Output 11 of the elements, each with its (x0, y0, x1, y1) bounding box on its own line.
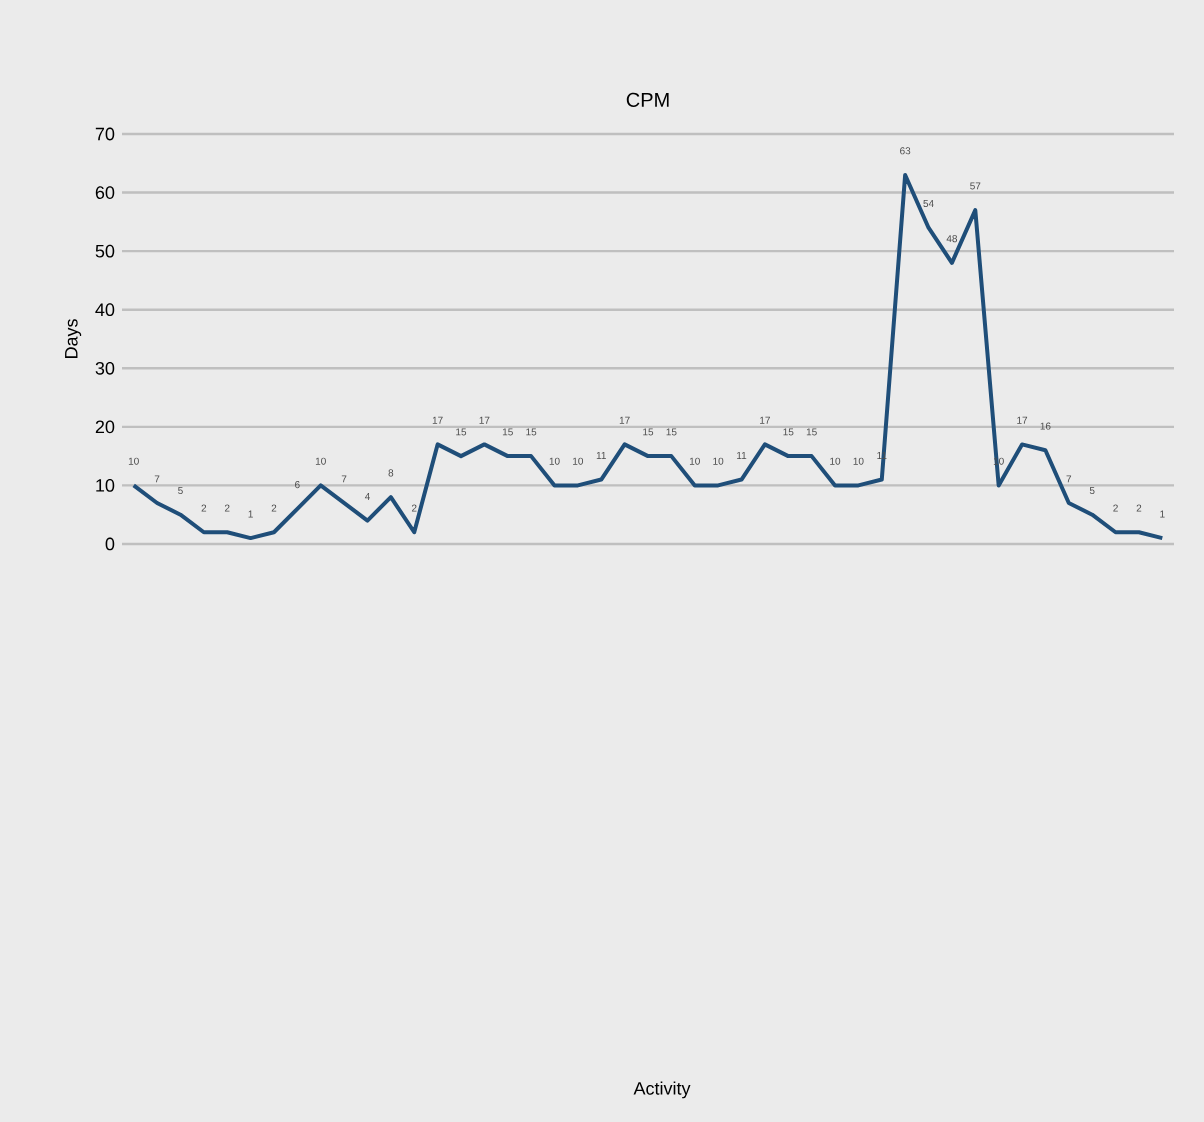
y-tick-label: 40 (95, 303, 115, 317)
y-tick-label: 30 (95, 361, 115, 375)
y-tick-label: 10 (96, 479, 115, 492)
text: Activity (633, 1081, 691, 1099)
y-tick-label: 70 (95, 127, 115, 141)
y-tick-label: 50 (95, 244, 115, 258)
y-tick-label: 0 (105, 537, 115, 551)
y-tick-label: 60 (95, 186, 115, 199)
y-axis-title: Days (65, 319, 82, 359)
chart-title: CPM (626, 92, 669, 107)
y-tick-label: 20 (95, 420, 115, 434)
